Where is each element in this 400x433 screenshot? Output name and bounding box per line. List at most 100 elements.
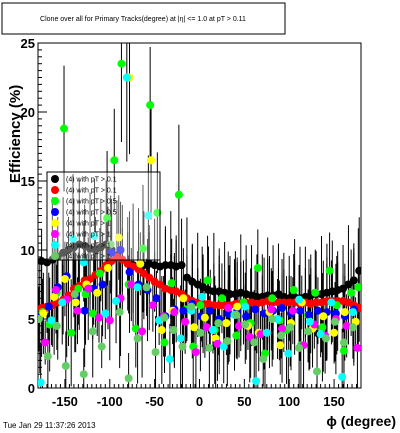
data-point: [222, 319, 231, 328]
data-point: [340, 308, 349, 317]
data-point: [153, 208, 162, 217]
legend-marker: [51, 175, 59, 183]
y-tick-label: 5: [28, 312, 35, 327]
data-point: [177, 261, 186, 270]
legend-label: (4) with pT > 1: [66, 232, 111, 239]
x-axis-label: ϕ (degree): [326, 413, 396, 429]
data-point: [124, 374, 133, 383]
data-point: [70, 290, 79, 299]
data-point: [325, 266, 334, 275]
data-point: [38, 378, 45, 387]
data-point: [148, 301, 157, 310]
data-point: [179, 294, 188, 303]
data-point: [47, 316, 56, 325]
legend-marker: [51, 197, 59, 205]
data-point: [107, 257, 116, 266]
data-points: [38, 59, 361, 387]
data-point: [330, 328, 339, 337]
data-point: [160, 338, 169, 347]
legend: (4) with pT > 0.1 (4) with pT > 0.1 (4) wi…: [46, 171, 161, 261]
data-point: [268, 294, 277, 303]
timestamp: Tue Jan 29 11:37:26 2013: [3, 421, 96, 430]
data-point: [196, 301, 205, 310]
legend-marker: [51, 186, 59, 194]
data-point: [95, 269, 104, 278]
data-point: [178, 342, 187, 351]
data-point: [68, 234, 77, 243]
data-point: [84, 284, 93, 293]
data-point: [190, 323, 199, 332]
data-point: [313, 306, 322, 315]
title-box: [1, 2, 286, 35]
data-point: [268, 315, 277, 323]
data-point: [117, 59, 126, 68]
data-point: [232, 310, 241, 319]
data-point: [245, 332, 254, 341]
data-point: [107, 248, 116, 257]
data-point: [127, 280, 136, 289]
y-axis-label: Efficiency (%): [7, 85, 24, 183]
data-point: [232, 331, 241, 340]
data-point: [319, 312, 328, 321]
data-point: [347, 288, 356, 297]
data-point: [103, 263, 112, 272]
data-point: [338, 372, 347, 381]
data-point: [342, 321, 351, 330]
data-point: [138, 244, 147, 253]
data-point: [213, 339, 222, 348]
data-point: [191, 348, 200, 357]
data-point: [116, 246, 125, 254]
data-point: [145, 273, 154, 282]
data-point: [354, 283, 361, 292]
legend-label: (4) with pT > 1: [66, 243, 111, 250]
data-point: [136, 259, 145, 268]
data-point: [349, 276, 358, 285]
data-point: [51, 286, 60, 295]
legend-label: (4) with pT > 0.5: [66, 199, 117, 206]
data-point: [44, 302, 53, 311]
data-point: [142, 283, 151, 292]
data-point: [200, 313, 209, 322]
data-point: [79, 370, 88, 379]
data-point: [355, 266, 361, 275]
data-point: [234, 321, 243, 330]
data-point: [330, 317, 339, 326]
data-point: [348, 323, 357, 332]
data-point: [322, 334, 331, 343]
data-point: [61, 361, 70, 370]
data-point: [174, 190, 183, 199]
data-point: [170, 308, 179, 317]
data-point: [233, 302, 242, 311]
data-point: [196, 328, 205, 337]
data-point: [181, 317, 190, 326]
data-point: [131, 324, 140, 333]
data-point: [160, 313, 169, 322]
data-point: [179, 306, 188, 315]
y-tick-label: 0: [28, 381, 35, 396]
data-point: [88, 327, 97, 336]
legend-box: [46, 171, 161, 261]
data-point: [93, 288, 102, 297]
data-point: [39, 309, 48, 318]
data-point: [156, 280, 165, 289]
data-point: [259, 355, 268, 364]
data-point: [90, 232, 99, 241]
data-point: [50, 292, 59, 301]
data-point: [167, 279, 176, 288]
y-tick-label: 20: [21, 105, 35, 120]
data-point: [169, 326, 178, 335]
data-point: [182, 273, 191, 282]
data-point: [214, 319, 223, 328]
data-point: [105, 316, 114, 325]
data-point: [241, 302, 250, 311]
legend-label: (4) with pT > 1: [66, 254, 111, 261]
data-point: [206, 306, 215, 315]
y-tick-label: 10: [21, 243, 35, 258]
data-point: [205, 343, 214, 352]
data-point: [202, 323, 211, 332]
data-point: [318, 323, 327, 332]
data-point: [139, 269, 148, 278]
data-point: [253, 263, 262, 272]
data-point: [217, 294, 226, 303]
